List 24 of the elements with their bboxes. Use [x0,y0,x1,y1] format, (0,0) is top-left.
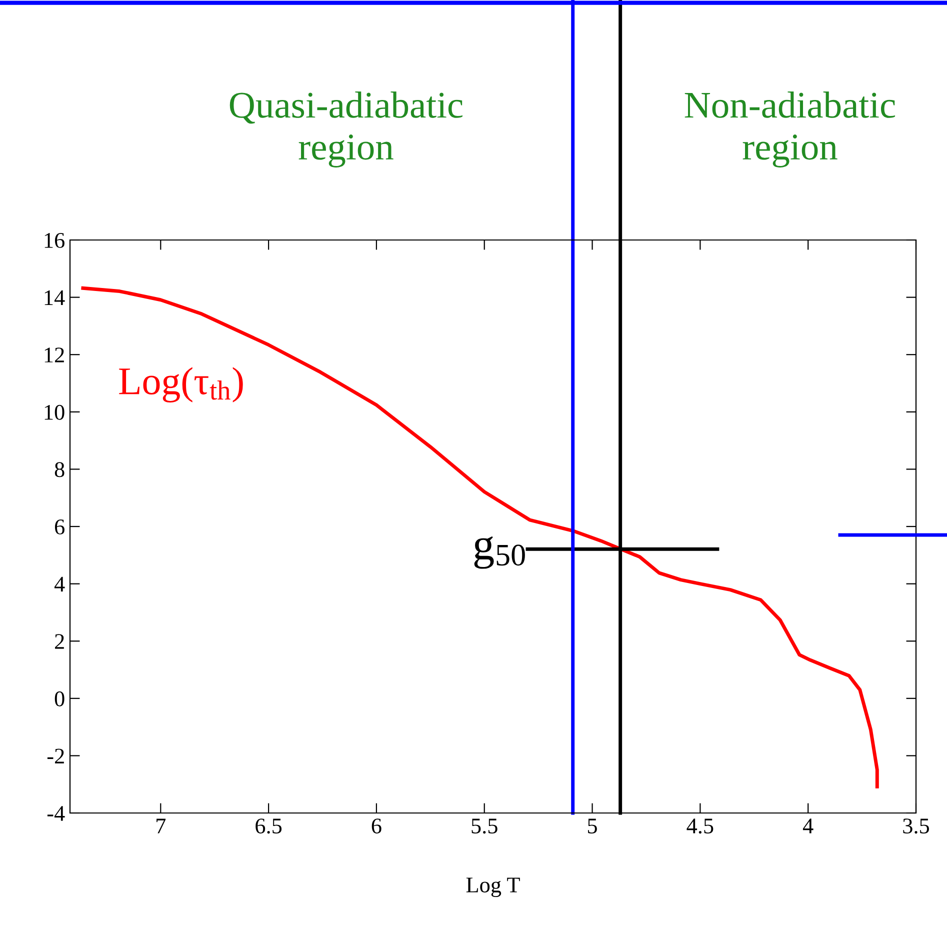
y-tick-label: -4 [47,806,65,821]
y-tick-label: 8 [54,462,64,478]
text: Quasi-adiabatic region [230,92,462,168]
x-tick-label: 6.5 [256,818,282,834]
text: Non-adiabatic region [684,92,896,168]
x-tick-label: 6 [372,818,382,834]
y-tick-label: 2 [55,634,64,649]
annotation: g$_{50}$ [474,536,525,569]
y-tick-label: 14 [44,290,65,306]
y-tick-label: -2 [47,748,64,764]
x-tick-label: 4.5 [686,818,714,834]
x-tick-label: 7 [156,818,166,834]
y-tick-label: 16 [44,232,64,248]
y-tick-label: 0 [54,691,64,706]
y-tick-label: 12 [44,348,64,362]
y-tick-label: 10 [44,404,64,420]
x-tick-label: 4 [802,818,814,834]
x-tick-label: 3.5 [903,818,930,834]
x-tick-label: 5.5 [472,818,498,834]
x-tick-label: 5 [588,818,597,834]
y-tick-label: 6 [54,519,64,534]
x-axis-title: Log T [466,878,520,898]
annotation: Log(τ$_{th}$) [119,367,243,402]
y-tick-label: 4 [54,576,65,592]
